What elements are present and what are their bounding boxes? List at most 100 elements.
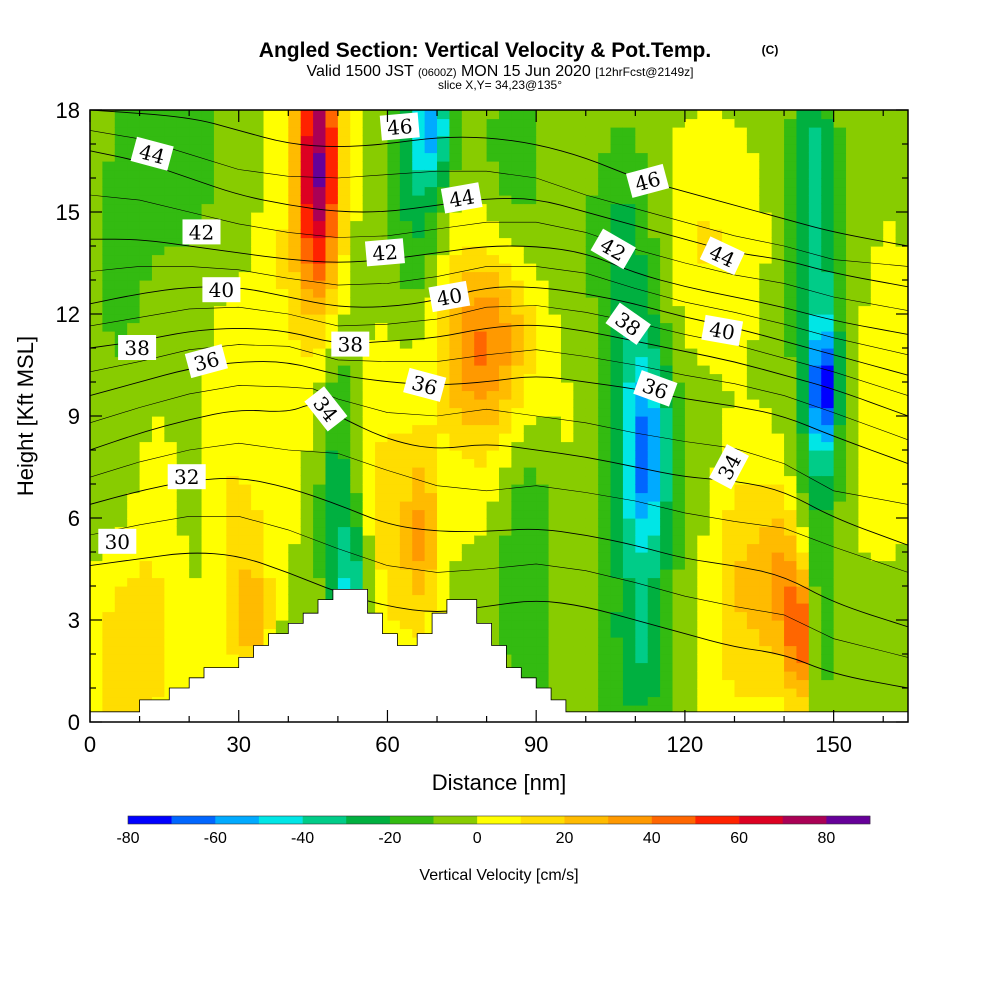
velocity-cell: [189, 331, 203, 341]
velocity-cell: [486, 416, 500, 426]
velocity-cell: [449, 382, 463, 392]
velocity-cell: [672, 229, 686, 239]
velocity-cell: [821, 254, 835, 264]
velocity-cell: [300, 509, 314, 519]
velocity-cell: [437, 484, 451, 494]
velocity-cell: [784, 705, 798, 715]
velocity-cell: [511, 356, 525, 366]
velocity-cell: [337, 254, 351, 264]
velocity-cell: [610, 594, 624, 604]
velocity-cell: [684, 467, 698, 477]
velocity-cell: [746, 458, 760, 468]
velocity-cell: [226, 586, 240, 596]
velocity-cell: [486, 348, 500, 358]
velocity-cell: [796, 203, 810, 213]
velocity-cell: [784, 373, 798, 383]
velocity-cell: [325, 467, 339, 477]
velocity-cell: [213, 654, 227, 664]
velocity-cell: [201, 552, 215, 562]
velocity-cell: [399, 305, 413, 315]
velocity-cell: [325, 424, 339, 434]
velocity-cell: [387, 492, 401, 502]
velocity-cell: [176, 450, 190, 460]
velocity-cell: [846, 118, 860, 128]
velocity-cell: [585, 152, 599, 162]
velocity-cell: [437, 399, 451, 409]
velocity-cell: [511, 552, 525, 562]
velocity-cell: [437, 424, 451, 434]
velocity-cell: [300, 569, 314, 579]
velocity-cell: [114, 552, 128, 562]
velocity-cell: [635, 475, 649, 485]
velocity-cell: [375, 135, 389, 145]
velocity-cell: [325, 441, 339, 451]
velocity-cell: [164, 509, 178, 519]
velocity-cell: [709, 688, 723, 698]
velocity-cell: [337, 484, 351, 494]
velocity-cell: [610, 169, 624, 179]
velocity-cell: [548, 195, 562, 205]
velocity-cell: [821, 603, 835, 613]
velocity-cell: [622, 705, 636, 715]
velocity-cell: [833, 484, 847, 494]
velocity-cell: [895, 229, 908, 239]
velocity-cell: [114, 254, 128, 264]
velocity-cell: [821, 110, 835, 120]
velocity-cell: [771, 237, 785, 247]
velocity-cell: [486, 433, 500, 443]
velocity-cell: [895, 314, 908, 324]
velocity-cell: [251, 288, 265, 298]
velocity-cell: [672, 416, 686, 426]
velocity-cell: [325, 552, 339, 562]
velocity-cell: [300, 424, 314, 434]
velocity-cell: [560, 322, 574, 332]
velocity-cell: [573, 705, 587, 715]
velocity-cell: [870, 594, 884, 604]
velocity-cell: [461, 288, 475, 298]
velocity-cell: [424, 424, 438, 434]
velocity-cell: [251, 416, 265, 426]
velocity-cell: [499, 118, 512, 128]
velocity-cell: [858, 637, 872, 647]
velocity-cell: [164, 416, 178, 426]
velocity-cell: [709, 552, 723, 562]
velocity-cell: [746, 339, 760, 349]
velocity-cell: [808, 416, 822, 426]
velocity-cell: [337, 535, 351, 545]
velocity-cell: [870, 212, 884, 222]
velocity-cell: [709, 603, 723, 613]
velocity-cell: [251, 501, 265, 511]
velocity-cell: [560, 679, 574, 689]
velocity-cell: [548, 339, 562, 349]
velocity-cell: [102, 110, 116, 120]
velocity-cell: [325, 577, 339, 587]
velocity-cell: [511, 560, 525, 570]
velocity-cell: [90, 586, 103, 596]
velocity-cell: [722, 526, 736, 536]
velocity-cell: [647, 552, 661, 562]
velocity-cell: [746, 229, 760, 239]
velocity-cell: [90, 433, 103, 443]
velocity-cell: [734, 552, 748, 562]
velocity-cell: [499, 212, 512, 222]
velocity-cell: [585, 594, 599, 604]
velocity-cell: [474, 382, 488, 392]
velocity-cell: [424, 229, 438, 239]
velocity-cell: [858, 263, 872, 273]
velocity-cell: [660, 127, 674, 137]
velocity-cell: [189, 654, 203, 664]
velocity-cell: [746, 127, 760, 137]
velocity-cell: [709, 220, 723, 230]
velocity-cell: [833, 535, 847, 545]
velocity-cell: [176, 679, 190, 689]
velocity-cell: [399, 416, 413, 426]
velocity-cell: [127, 186, 141, 196]
velocity-cell: [573, 161, 587, 171]
velocity-cell: [858, 271, 872, 281]
velocity-cell: [722, 645, 736, 655]
velocity-cell: [449, 569, 463, 579]
velocity-cell: [610, 662, 624, 672]
velocity-cell: [449, 586, 463, 596]
velocity-cell: [771, 535, 785, 545]
velocity-cell: [337, 373, 351, 383]
